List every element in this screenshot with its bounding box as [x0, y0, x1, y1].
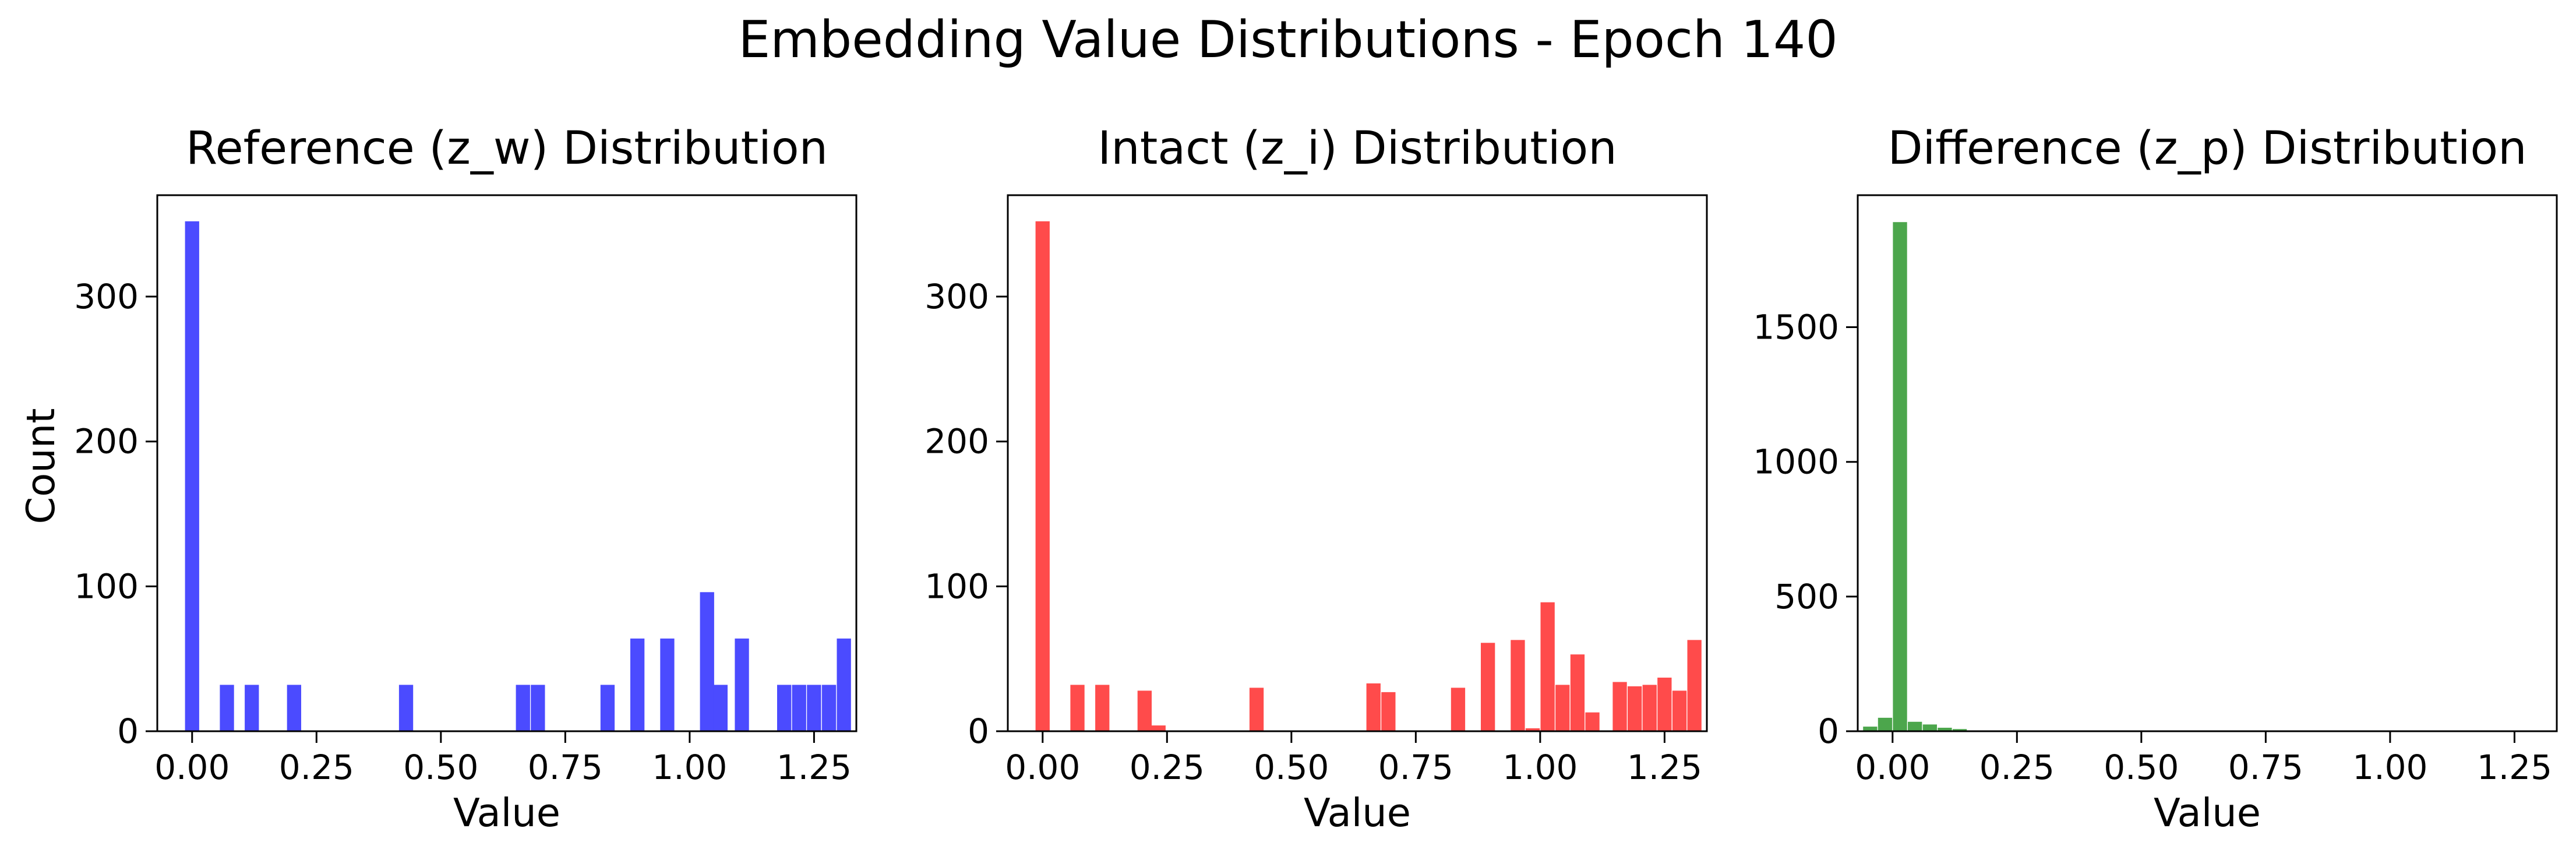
intact-x-tick-label: 1.25 — [1627, 748, 1702, 787]
reference-bar — [600, 685, 615, 731]
difference-histogram-panel: Difference (z_p) Distribution 0.00 0.25 0.… — [1717, 0, 2576, 853]
reference-histogram-panel: Reference (z_w) Distribution 0.00 0.25 0.5… — [0, 0, 859, 853]
intact-bar — [1451, 688, 1466, 731]
difference-x-tick-label: 1.00 — [2352, 748, 2427, 787]
intact-x-tick-label: 0.00 — [1005, 748, 1080, 787]
difference-y-tick-label: 1500 — [1753, 308, 1839, 347]
difference-bar — [1952, 729, 1967, 731]
intact-bar — [1095, 685, 1110, 731]
intact-x-tick-label: 0.50 — [1254, 748, 1329, 787]
difference-x-tick-label: 0.25 — [1979, 748, 2055, 787]
intact-x-axis-label: Value — [1304, 790, 1411, 836]
reference-bar — [516, 685, 530, 731]
intact-bar — [1366, 683, 1381, 731]
difference-x-tick-label: 0.50 — [2104, 748, 2179, 787]
reference-bar — [531, 685, 545, 731]
reference-x-tick-label: 0.00 — [154, 748, 230, 787]
intact-bar — [1151, 725, 1166, 731]
intact-bar — [1585, 712, 1600, 731]
reference-bar — [821, 685, 837, 731]
reference-x-axis-label: Value — [453, 790, 560, 836]
reference-bar — [837, 638, 851, 731]
reference-bar — [777, 685, 792, 731]
reference-bar — [735, 638, 749, 731]
difference-x-axis-label: Value — [2154, 790, 2261, 836]
reference-bar — [287, 685, 301, 731]
intact-bar — [1540, 602, 1555, 731]
reference-x-tick-label: 0.25 — [279, 748, 354, 787]
intact-bar — [1249, 688, 1264, 731]
intact-y-tick-label: 100 — [924, 566, 989, 606]
difference-axes-frame — [1857, 194, 2558, 732]
reference-x-tick-label: 0.50 — [403, 748, 478, 787]
intact-axes-frame — [1007, 194, 1708, 732]
reference-x-tick-label: 1.25 — [777, 748, 852, 787]
reference-bar — [807, 685, 821, 731]
difference-x-tick-label: 0.75 — [2228, 748, 2303, 787]
reference-bar — [220, 685, 234, 731]
reference-bar — [398, 685, 414, 731]
intact-bar — [1612, 682, 1627, 731]
intact-bar — [1555, 685, 1570, 731]
difference-bar — [1878, 717, 1893, 731]
difference-bar — [1908, 721, 1922, 731]
reference-x-tick-label: 0.75 — [528, 748, 603, 787]
intact-bar — [1672, 690, 1687, 731]
intact-panel-title: Intact (z_i) Distribution — [1098, 122, 1617, 175]
intact-bar — [1687, 640, 1702, 731]
difference-panel-title: Difference (z_p) Distribution — [1887, 122, 2527, 175]
reference-bar — [630, 638, 645, 731]
reference-y-tick-label: 200 — [74, 422, 139, 461]
difference-bar — [1893, 222, 1907, 731]
reference-panel-title: Reference (z_w) Distribution — [185, 122, 828, 175]
reference-bar — [700, 592, 714, 731]
intact-histogram: 0.00 0.25 0.50 0.75 1.00 1.25 0 100 200 300 — [924, 194, 1708, 787]
intact-y-tick-label: 200 — [924, 422, 989, 461]
intact-x-tick-label: 0.75 — [1378, 748, 1453, 787]
difference-bar — [1863, 727, 1878, 731]
intact-bar — [1642, 685, 1657, 731]
reference-y-tick-label: 0 — [117, 711, 139, 751]
reference-axes-frame — [156, 194, 858, 732]
intact-bar — [1070, 685, 1085, 731]
reference-bar — [713, 685, 728, 731]
reference-y-tick-label: 100 — [74, 566, 139, 606]
intact-bar — [1035, 221, 1050, 731]
reference-bar — [185, 221, 199, 731]
intact-histogram-panel: Intact (z_i) Distribution 0.00 0.25 0.50 0.… — [859, 0, 1717, 853]
reference-histogram: 0.00 0.25 0.50 0.75 1.00 1.25 0 100 200 300 — [74, 194, 858, 787]
difference-histogram: 0.00 0.25 0.50 0.75 1.00 1.25 0 500 1000 1500 — [1753, 194, 2558, 787]
reference-bar — [660, 638, 675, 731]
difference-bar — [1938, 728, 1952, 731]
intact-x-tick-label: 1.00 — [1502, 748, 1578, 787]
difference-bar — [1922, 724, 1937, 731]
difference-y-tick-label: 0 — [1818, 711, 1839, 751]
intact-bar — [1570, 654, 1585, 731]
reference-bar — [792, 685, 806, 731]
intact-bar — [1137, 690, 1152, 731]
intact-bar — [1381, 692, 1396, 731]
intact-y-tick-label: 0 — [968, 711, 989, 751]
difference-y-tick-label: 500 — [1774, 577, 1839, 616]
intact-bar — [1628, 686, 1642, 731]
reference-bar — [245, 685, 259, 731]
intact-x-tick-label: 0.25 — [1130, 748, 1205, 787]
intact-bar — [1525, 728, 1540, 731]
reference-x-tick-label: 1.00 — [652, 748, 727, 787]
intact-bar — [1657, 678, 1672, 731]
difference-x-tick-label: 0.00 — [1855, 748, 1930, 787]
intact-bar — [1511, 640, 1525, 731]
reference-y-tick-label: 300 — [74, 277, 139, 316]
intact-bar — [1481, 643, 1495, 731]
difference-y-tick-label: 1000 — [1753, 442, 1839, 482]
difference-x-tick-label: 1.25 — [2477, 748, 2552, 787]
intact-y-tick-label: 300 — [924, 277, 989, 316]
figure-title: Embedding Value Distributions - Epoch 14… — [738, 10, 1838, 69]
